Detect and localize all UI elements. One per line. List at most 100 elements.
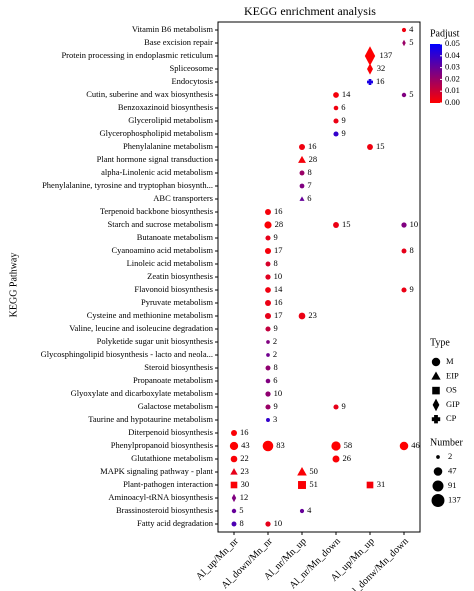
circle-marker [333,92,339,98]
circle-marker [264,247,272,255]
value-label: 16 [274,206,283,216]
size-legend-marker [432,480,444,492]
value-label: 2 [273,336,277,346]
value-label: 6 [307,193,311,203]
y-tick-label: ABC transporters [153,193,213,203]
value-label: 9 [274,232,278,242]
circle-marker [266,340,270,344]
colorbar-tick-label: 0.03 [445,62,460,72]
y-tick-label: Propanoate metabolism [133,375,213,385]
circle-marker [299,508,305,514]
value-label: 3 [273,414,277,424]
value-label: 15 [376,141,385,151]
type-legend-label: OS [446,385,457,395]
y-tick-label: Plant hormone signal transduction [97,154,214,164]
colorbar-tick-label: 0.02 [445,73,460,83]
value-label: 9 [274,401,278,411]
circle-marker [265,521,271,527]
circle-marker [230,455,238,463]
size-legend-label: 47 [448,465,457,475]
value-label: 9 [342,128,346,138]
value-label: 9 [342,401,346,411]
value-label: 31 [377,479,386,489]
value-label: 50 [309,466,318,476]
y-tick-label: Linoleic acid metabolism [127,258,214,268]
y-tick-label: Glyoxylate and dicarboxylate metabolism [71,388,214,398]
diamond-marker [231,493,237,503]
circle-marker [265,378,271,384]
value-label: 5 [239,505,243,515]
y-tick-label: Protein processing in endoplasmic reticu… [61,50,213,60]
value-label: 43 [241,440,250,450]
y-tick-label: Glycerolipid metabolism [128,115,213,125]
circle-marker [262,440,274,452]
y-tick-label: Diterpenoid biosynthesis [128,427,213,437]
circle-marker [299,170,305,176]
circle-marker [265,326,271,332]
circle-marker [264,221,272,229]
value-label: 30 [241,479,250,489]
square-marker [230,481,238,489]
circle-marker [265,274,271,280]
circle-marker [333,131,339,137]
value-label: 23 [308,310,317,320]
value-label: 137 [379,50,392,60]
value-label: 15 [342,219,351,229]
circle-marker [231,521,237,527]
value-label: 22 [240,453,249,463]
y-tick-label: Phenylalanine metabolism [123,141,213,151]
circle-marker [299,144,305,150]
size-legend-label: 2 [448,451,452,461]
colorbar-tick-label: 0.04 [445,50,461,60]
value-label: 6 [341,102,345,112]
y-tick-label: Aminoacyl-tRNA biosynthesis [108,492,213,502]
triangle-marker [298,155,306,163]
value-label: 9 [274,323,278,333]
circle-marker [333,118,339,124]
colorbar-tick-label: 0.05 [445,38,460,48]
value-label: 2 [273,349,277,359]
circle-marker [265,209,271,215]
circle-marker [331,441,341,451]
y-tick-label: Phenylpropanoid biosynthesis [111,440,213,450]
circle-marker [265,300,271,306]
circle-marker [401,27,407,33]
y-tick-label: Phenylalanine, tyrosine and tryptophan b… [42,180,213,190]
size-legend-title: Number [430,437,463,448]
triangle-marker [230,468,238,475]
circle-marker [298,312,306,320]
circle-marker [401,92,407,98]
value-label: 28 [275,219,284,229]
circle-marker [367,144,373,150]
diamond-marker [364,46,376,66]
value-label: 83 [276,440,285,450]
type-legend-title: Type [430,337,450,348]
diamond-marker [367,63,373,75]
circle-marker [265,404,271,410]
size-legend-marker [436,455,440,459]
size-legend-marker [431,494,445,507]
value-label: 10 [410,219,419,229]
value-label: 16 [240,427,249,437]
circle-marker [264,312,272,320]
y-tick-label: Glycerophospholipid metabolism [99,128,213,138]
y-tick-label: Steroid biosynthesis [144,362,213,372]
y-tick-label: Pyruvate metabolism [141,297,213,307]
value-label: 12 [240,492,249,502]
value-label: 8 [239,518,243,528]
type-legend-label: M [446,356,454,366]
value-label: 16 [274,297,283,307]
circle-marker [299,183,305,189]
value-label: 10 [274,271,283,281]
colorbar [430,44,442,103]
square-marker [432,386,440,395]
y-tick-label: Spliceosome [170,63,214,73]
y-tick-label: Butanoate metabolism [137,232,214,242]
y-tick-label: alpha-Linolenic acid metabolism [101,167,213,177]
circle-marker [333,105,339,111]
y-tick-label: Cutin, suberine and wax biosynthesis [86,89,213,99]
circle-marker [265,261,271,267]
cross-marker [367,79,373,85]
y-tick-label: Base excision repair [144,37,213,47]
value-label: 10 [274,388,283,398]
